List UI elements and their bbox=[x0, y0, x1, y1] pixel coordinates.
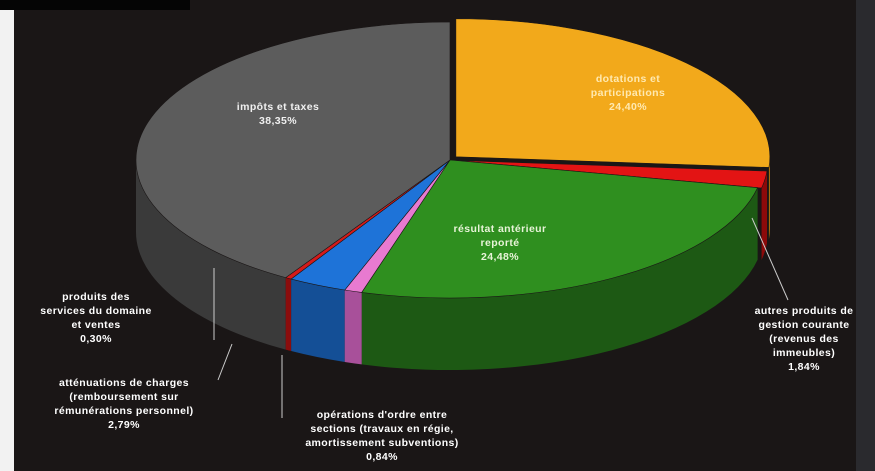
slice-side-resultat bbox=[361, 187, 758, 370]
slice-impots bbox=[135, 21, 451, 278]
slice-resultat bbox=[361, 159, 759, 299]
leader-line-autres bbox=[751, 217, 789, 301]
slice-side-operations bbox=[344, 290, 362, 365]
label-produits_services: produits des services du domaine et ventes… bbox=[40, 291, 151, 345]
slice-side-attenuations bbox=[291, 279, 345, 363]
label-impots: impôts et taxes 38,35% bbox=[237, 101, 319, 127]
slice-side-autres bbox=[761, 171, 768, 261]
slice-dotations bbox=[455, 18, 771, 168]
left-margin-strip bbox=[0, 0, 14, 471]
label-resultat: résultat antérieur reporté 24,48% bbox=[454, 223, 547, 263]
label-operations: opérations d'ordre entre sections (travau… bbox=[305, 409, 458, 463]
label-attenuations: atténuations de charges (remboursement su… bbox=[54, 377, 193, 431]
slice-side-dotations bbox=[768, 156, 770, 240]
top-black-bar bbox=[0, 0, 190, 10]
leader-line-attenuations bbox=[217, 343, 233, 381]
right-page-edge bbox=[856, 0, 875, 471]
pie-sides bbox=[136, 156, 770, 370]
label-dotations: dotations et participations 24,40% bbox=[591, 73, 665, 113]
slice-side-impots bbox=[136, 160, 286, 350]
slice-labels: dotations et participations 24,40% autres p… bbox=[40, 73, 853, 463]
label-autres: autres produits de gestion courante (reven… bbox=[755, 305, 854, 373]
pie-top-faces bbox=[135, 18, 771, 299]
slice-side-produits_services bbox=[285, 277, 292, 352]
leader-lines bbox=[213, 217, 789, 418]
